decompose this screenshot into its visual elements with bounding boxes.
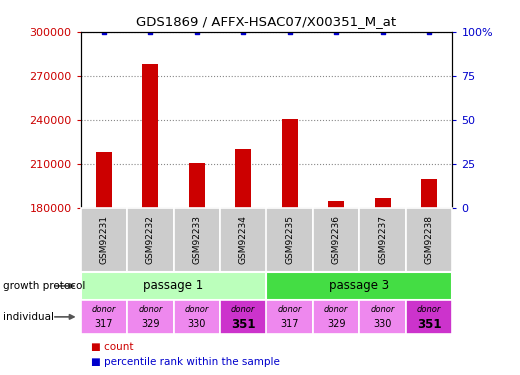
- Text: GSM92231: GSM92231: [99, 216, 108, 264]
- Point: [332, 29, 341, 35]
- Bar: [189, 163, 205, 208]
- Text: 351: 351: [231, 318, 255, 331]
- Bar: [421, 179, 437, 208]
- Text: donor: donor: [185, 305, 209, 314]
- Text: donor: donor: [92, 305, 116, 314]
- Bar: [359, 300, 406, 334]
- Text: 329: 329: [141, 319, 160, 329]
- Bar: [220, 300, 267, 334]
- Text: passage 1: passage 1: [144, 279, 204, 292]
- Bar: [81, 208, 127, 272]
- Text: growth protocol: growth protocol: [3, 281, 85, 291]
- Text: 330: 330: [188, 319, 206, 329]
- Bar: [313, 300, 359, 334]
- Text: donor: donor: [138, 305, 162, 314]
- Point: [285, 29, 294, 35]
- Text: GSM92238: GSM92238: [425, 216, 434, 264]
- Text: 330: 330: [373, 319, 392, 329]
- Text: GSM92234: GSM92234: [239, 216, 248, 264]
- Bar: [266, 208, 313, 272]
- Bar: [174, 300, 220, 334]
- Point: [425, 29, 433, 35]
- Title: GDS1869 / AFFX-HSAC07/X00351_M_at: GDS1869 / AFFX-HSAC07/X00351_M_at: [136, 15, 397, 28]
- Text: donor: donor: [370, 305, 395, 314]
- Text: donor: donor: [324, 305, 348, 314]
- Text: 351: 351: [417, 318, 441, 331]
- Bar: [220, 208, 267, 272]
- Text: donor: donor: [278, 305, 302, 314]
- Point: [100, 29, 108, 35]
- Bar: [282, 118, 298, 208]
- Text: donor: donor: [231, 305, 255, 314]
- Bar: [235, 149, 251, 208]
- Bar: [127, 208, 174, 272]
- Bar: [328, 201, 344, 208]
- Bar: [96, 152, 112, 208]
- Text: passage 3: passage 3: [329, 279, 389, 292]
- Bar: [81, 272, 267, 300]
- Text: 317: 317: [95, 319, 113, 329]
- Bar: [406, 208, 452, 272]
- Bar: [406, 300, 452, 334]
- Text: GSM92235: GSM92235: [285, 216, 294, 264]
- Text: donor: donor: [417, 305, 441, 314]
- Text: 317: 317: [280, 319, 299, 329]
- Bar: [142, 64, 159, 208]
- Text: GSM92237: GSM92237: [378, 216, 387, 264]
- Bar: [266, 300, 313, 334]
- Text: 329: 329: [327, 319, 345, 329]
- Text: individual: individual: [3, 312, 54, 322]
- Bar: [174, 208, 220, 272]
- Text: ■ count: ■ count: [91, 342, 134, 352]
- Bar: [374, 198, 391, 208]
- Bar: [266, 272, 452, 300]
- Bar: [359, 208, 406, 272]
- Text: GSM92232: GSM92232: [146, 216, 155, 264]
- Text: GSM92233: GSM92233: [192, 216, 201, 264]
- Bar: [81, 300, 127, 334]
- Text: GSM92236: GSM92236: [332, 216, 341, 264]
- Point: [192, 29, 201, 35]
- Bar: [313, 208, 359, 272]
- Point: [239, 29, 248, 35]
- Bar: [127, 300, 174, 334]
- Point: [146, 29, 154, 35]
- Text: ■ percentile rank within the sample: ■ percentile rank within the sample: [91, 357, 280, 367]
- Point: [379, 29, 387, 35]
